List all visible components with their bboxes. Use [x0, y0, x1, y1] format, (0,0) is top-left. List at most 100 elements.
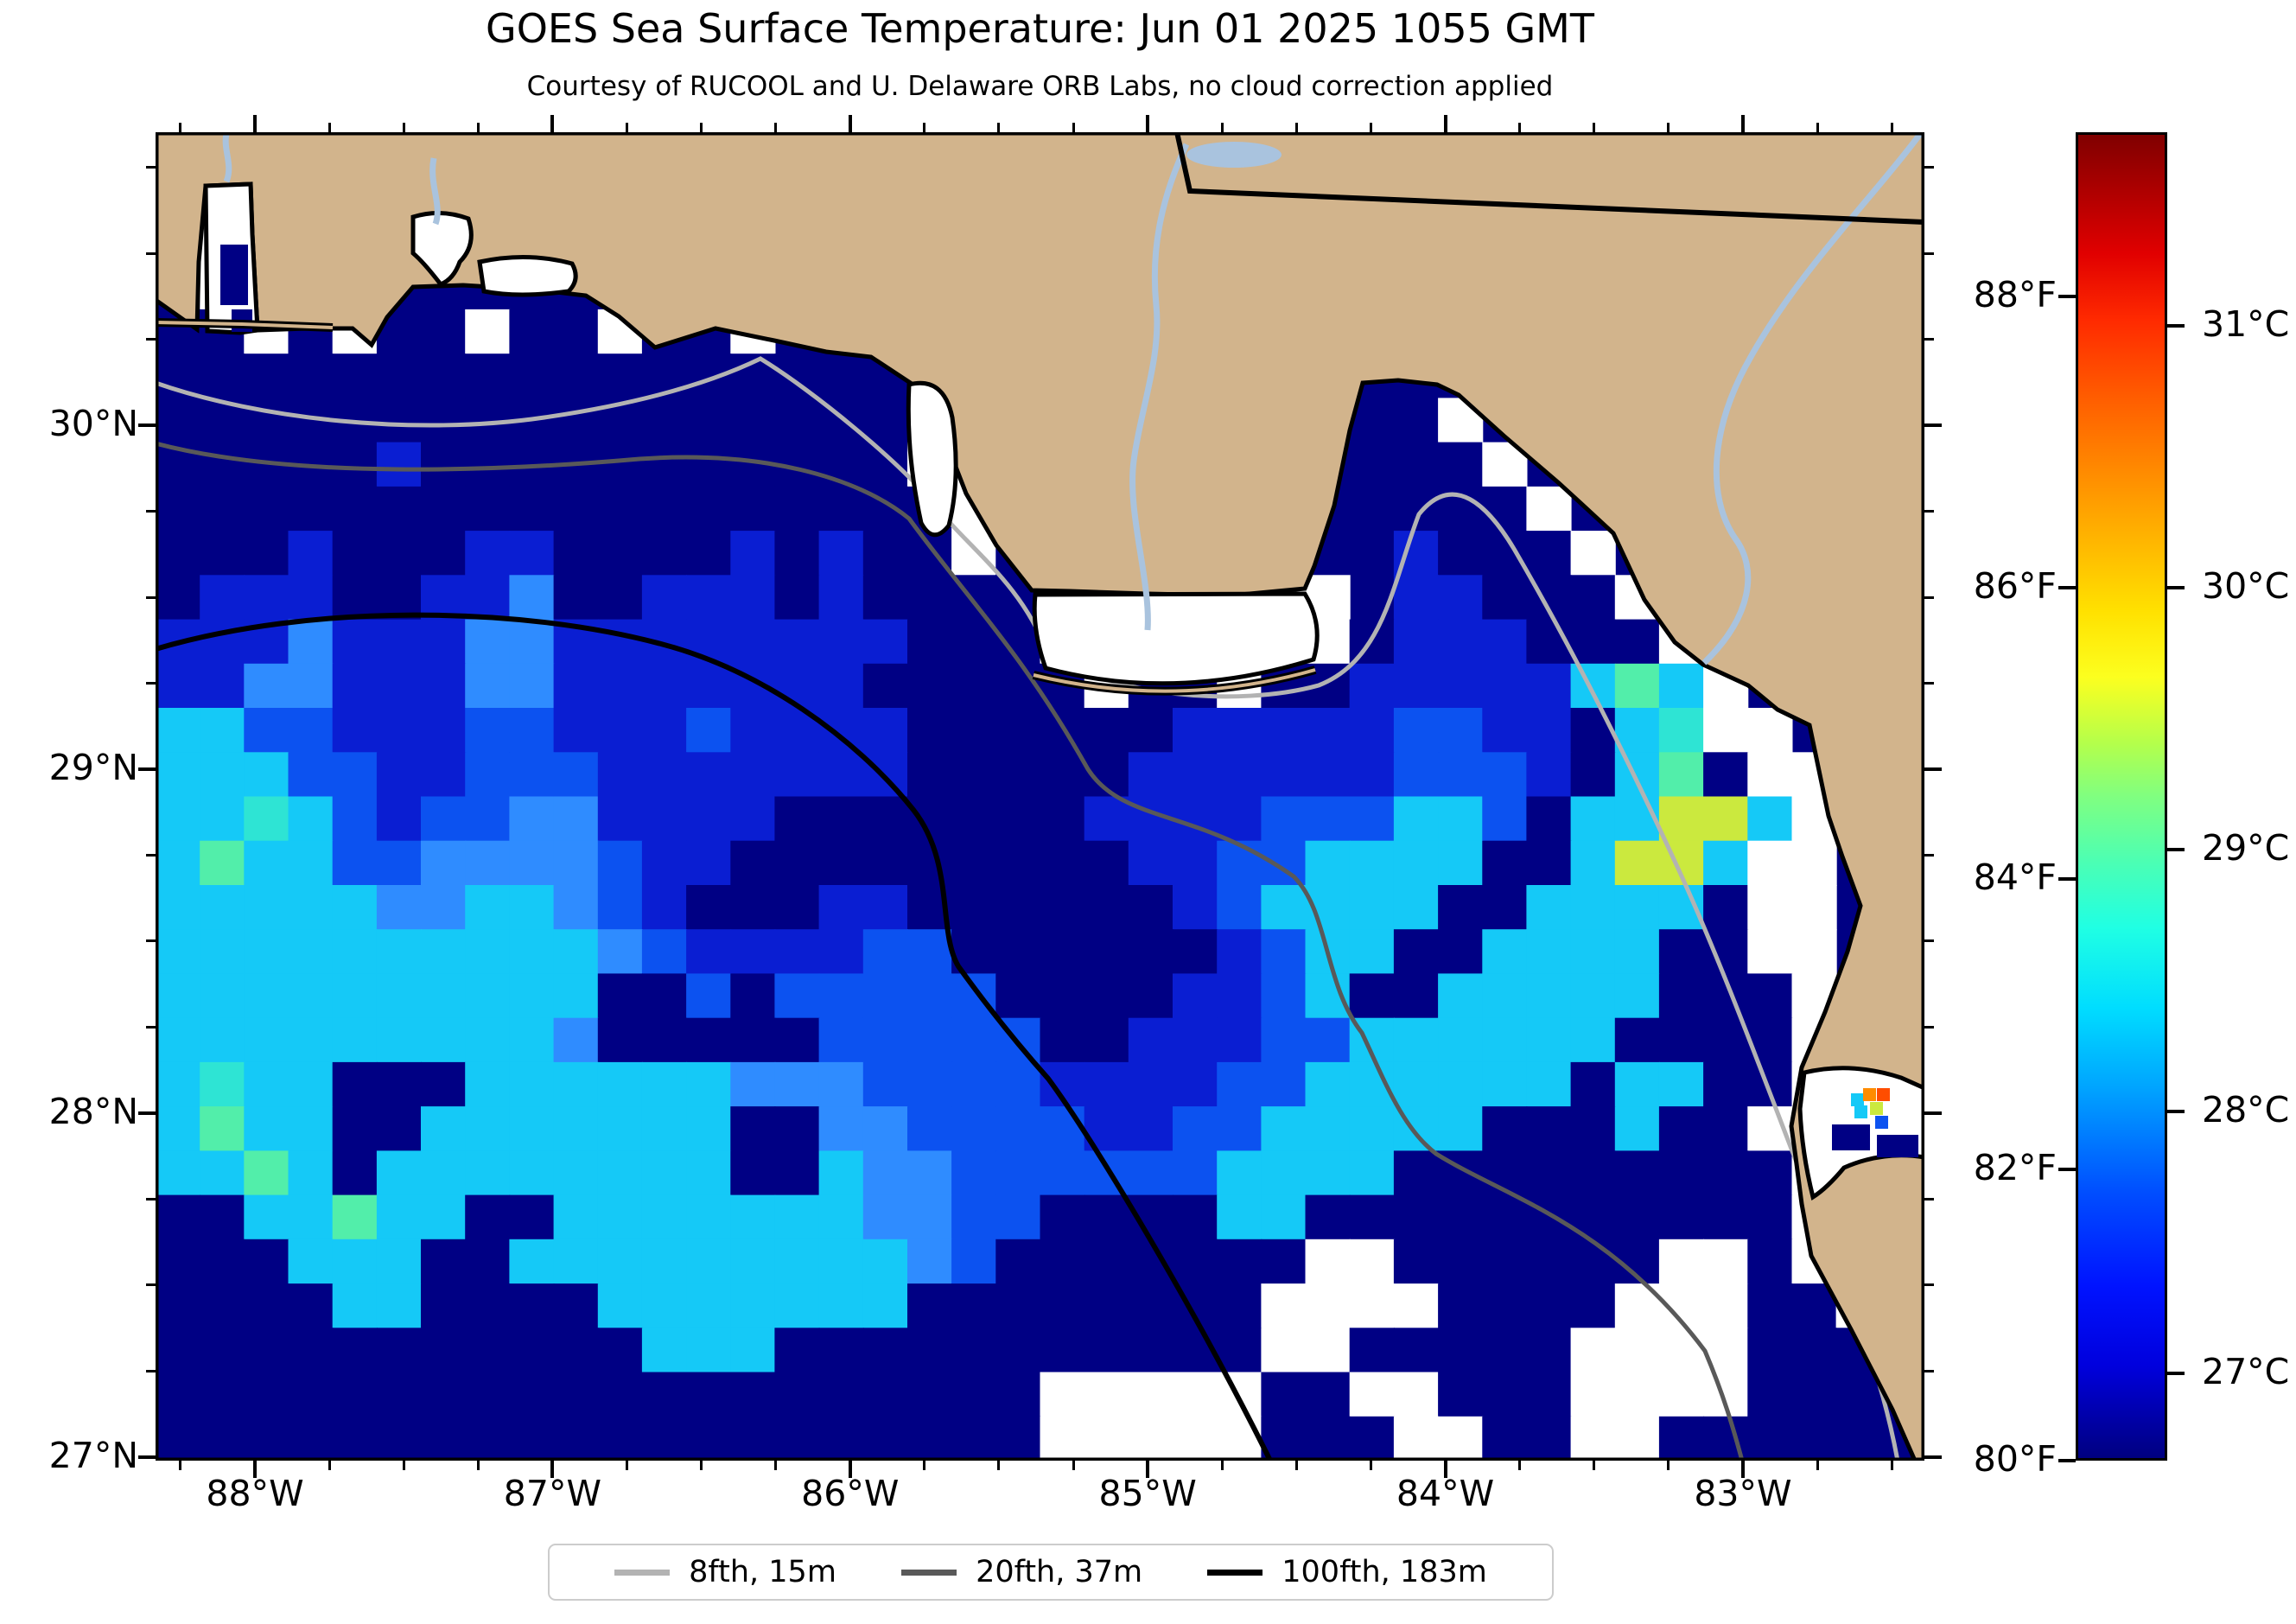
- sst-cell: [332, 1150, 378, 1196]
- sst-cell: [1570, 531, 1616, 576]
- sst-cell: [907, 1328, 953, 1373]
- sst-cell: [1084, 840, 1129, 886]
- colorbar-f-label: 88°F: [1973, 274, 2057, 316]
- sst-cell: [200, 575, 245, 621]
- x-axis-major-tick-top: [550, 115, 555, 132]
- sst-cell: [1526, 1416, 1572, 1461]
- sst-cell: [907, 973, 953, 1019]
- sst-cell: [686, 486, 732, 532]
- sst-cell: [1349, 1372, 1395, 1417]
- sst-cell: [730, 973, 776, 1019]
- sst-cell: [465, 1061, 511, 1108]
- sst-cell: [1658, 1416, 1705, 1461]
- sst-cell: [1438, 796, 1484, 842]
- contour-20fth-line: [156, 441, 1745, 1461]
- river: [429, 157, 441, 226]
- sst-cell: [641, 442, 688, 487]
- sst-cell: [1614, 1061, 1660, 1108]
- sst-cell: [1614, 885, 1660, 931]
- sst-cell: [1438, 840, 1484, 886]
- sst-cell: [509, 708, 555, 754]
- sst-cell: [1526, 929, 1572, 975]
- sst-cell: [1703, 1017, 1749, 1063]
- sst-cell: [288, 1372, 334, 1417]
- sst-cell: [951, 619, 997, 665]
- sst-cell: [730, 1328, 776, 1373]
- x-axis-minor-tick-top: [328, 123, 331, 132]
- sst-cell: [597, 442, 643, 487]
- sst-cell: [686, 1283, 732, 1329]
- sst-cell: [288, 1017, 334, 1063]
- sst-cell: [1570, 1150, 1616, 1196]
- sst-cell: [509, 1017, 555, 1063]
- sst-cell: [1482, 708, 1528, 754]
- sst-cell: [200, 353, 245, 399]
- sst-cell: [1261, 929, 1307, 975]
- sst-cell: [553, 1061, 599, 1108]
- sst-cell: [1040, 1194, 1085, 1240]
- x-axis-minor-tick-top: [1072, 123, 1075, 132]
- sst-cell: [288, 531, 334, 576]
- sst-cell: [730, 708, 776, 754]
- sst-cell: [1747, 840, 1793, 886]
- x-axis-major-tick-top: [1740, 115, 1745, 132]
- sst-cell: [995, 663, 1041, 709]
- sst-cell: [1438, 442, 1484, 487]
- sst-cell: [465, 973, 511, 1019]
- sst-cell: [1128, 1372, 1173, 1417]
- contour-100fth-line: [156, 612, 1273, 1461]
- sst-cell: [1040, 1150, 1085, 1196]
- sst-cell: [641, 1239, 688, 1284]
- y-axis-minor-tick-right: [1924, 1025, 1934, 1029]
- y-axis-minor-tick-right: [1924, 1283, 1934, 1287]
- sst-cell: [509, 752, 555, 798]
- sst-cell: [774, 1017, 820, 1063]
- sst-cell: [509, 531, 555, 576]
- x-axis-minor-tick: [700, 1461, 703, 1470]
- sst-cell: [862, 796, 908, 842]
- y-axis-major-tick: [138, 1111, 156, 1115]
- sst-cell: [597, 619, 643, 665]
- sst-cell: [156, 708, 201, 754]
- y-axis-minor-tick-right: [1924, 252, 1934, 255]
- y-axis-minor-tick: [146, 252, 156, 255]
- sst-cell: [244, 353, 289, 399]
- sst-cell: [995, 840, 1041, 886]
- sst-cell: [1305, 1194, 1351, 1240]
- sst-cell: [1438, 929, 1484, 975]
- sst-cell: [774, 1150, 820, 1196]
- sst-cell: [1393, 1372, 1440, 1417]
- sst-cell: [1570, 752, 1616, 798]
- sst-cell: [1703, 796, 1749, 842]
- sst-cell: [730, 1239, 776, 1284]
- sst-cell: [200, 619, 245, 665]
- sst-cell: [774, 1328, 820, 1373]
- sst-cell: [1791, 1372, 1837, 1417]
- sst-cell: [641, 973, 688, 1019]
- x-axis-major-tick-top: [1443, 115, 1447, 132]
- sst-cell: [1393, 796, 1440, 842]
- sst-cell: [376, 1150, 423, 1196]
- sst-cell: [1128, 1328, 1173, 1373]
- sst-cell: [818, 531, 864, 576]
- sst-cell: [1747, 752, 1793, 798]
- sst-cell: [1261, 708, 1307, 754]
- sst-cell: [1791, 840, 1837, 886]
- sst-cell: [597, 1283, 643, 1329]
- sst-cell: [553, 752, 599, 798]
- sst-cell: [1526, 752, 1572, 798]
- y-axis-major-tick-right: [1924, 1111, 1942, 1115]
- sst-cell: [1261, 1106, 1307, 1152]
- sst-cell: [1261, 796, 1307, 842]
- sst-cell: [818, 575, 864, 621]
- sst-cell: [509, 1372, 555, 1417]
- sst-cell: [686, 531, 732, 576]
- x-axis-minor-tick-top: [774, 123, 778, 132]
- sst-cell: [288, 929, 334, 975]
- sst-cell: [1173, 708, 1218, 754]
- sst-cell: [509, 973, 555, 1019]
- sst-cell: [288, 1239, 334, 1284]
- sst-cell: [1526, 663, 1572, 709]
- sst-cell: [641, 840, 688, 886]
